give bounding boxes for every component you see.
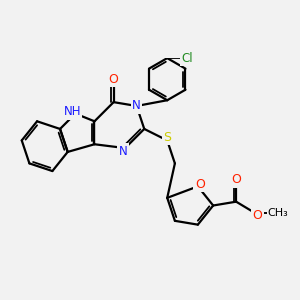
- Text: N: N: [119, 145, 128, 158]
- Text: O: O: [231, 173, 241, 186]
- Text: N: N: [132, 100, 141, 112]
- Text: S: S: [163, 131, 171, 144]
- Text: CH₃: CH₃: [268, 208, 289, 218]
- Text: Cl: Cl: [182, 52, 193, 64]
- Text: NH: NH: [64, 105, 81, 118]
- Text: O: O: [252, 208, 262, 222]
- Text: O: O: [109, 73, 118, 86]
- Text: O: O: [195, 178, 205, 191]
